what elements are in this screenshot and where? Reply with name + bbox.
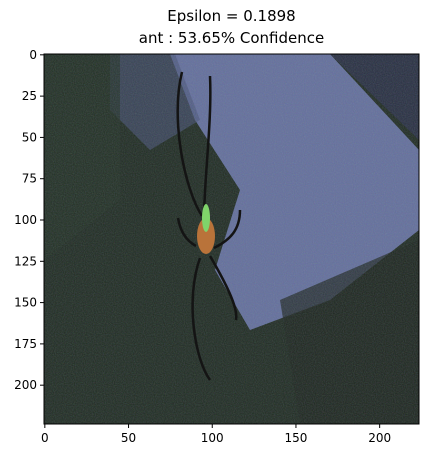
y-tick-label: 100 [14, 213, 37, 227]
y-tick-label: 50 [22, 130, 37, 144]
chart-title-line2: ant : 53.65% Confidence [138, 29, 325, 47]
y-tick-label: 125 [14, 254, 37, 268]
x-tick-label: 200 [368, 431, 391, 445]
x-tick-label: 50 [121, 431, 136, 445]
x-axis: 0 50 100 150 200 [41, 424, 391, 445]
y-tick-label: 150 [14, 296, 37, 310]
y-tick-label: 175 [14, 337, 37, 351]
x-tick-label: 0 [41, 431, 49, 445]
adversarial-image [44, 54, 419, 424]
chart-title-line1: Epsilon = 0.1898 [167, 7, 296, 25]
plot-frame [43, 53, 420, 425]
y-axis: 0 25 50 75 100 125 150 175 200 [14, 48, 44, 392]
y-tick-label: 25 [22, 89, 37, 103]
x-tick-label: 150 [285, 431, 308, 445]
y-tick-label: 200 [14, 378, 37, 392]
x-tick-label: 100 [201, 431, 224, 445]
spider-legs [176, 71, 242, 381]
spider-body [197, 218, 215, 254]
spider-head [202, 204, 210, 232]
y-tick-label: 0 [29, 48, 37, 62]
y-tick-label: 75 [22, 172, 37, 186]
